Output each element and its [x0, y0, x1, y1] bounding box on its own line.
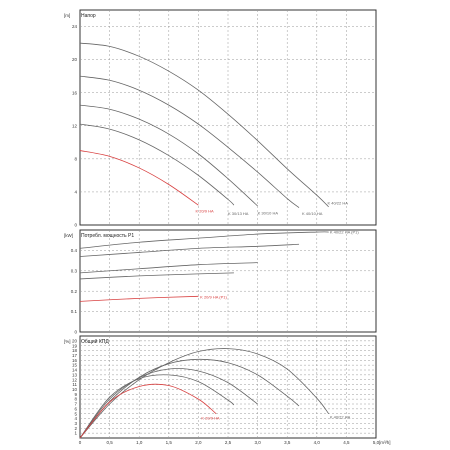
y-tick-label: 10 [72, 387, 78, 392]
series-line-4 [79, 123, 235, 206]
y-tick-label: 9 [74, 392, 77, 397]
series-label: K 20/9 HA [201, 416, 220, 421]
series-line-5 [79, 383, 217, 439]
y-tick-label: 20 [72, 57, 78, 62]
y-tick-label: 0.2 [71, 289, 78, 294]
y-tick-label: 0 [74, 330, 77, 335]
y-tick-label: 16 [72, 90, 78, 95]
chart-panel-1: 0 4 8 12 16 20 24 [m] Напор K 40/22 HA K 40/10 HA K… [64, 9, 377, 228]
series-line-3 [79, 104, 258, 207]
y-tick-label: 24 [72, 24, 78, 29]
y-tick-label: 15 [72, 363, 78, 368]
panel-title: Напор [81, 13, 96, 19]
series-line-4 [79, 374, 235, 439]
x-tick-label: 5,0 [373, 440, 380, 445]
series-label: K 40/22 HA [330, 415, 351, 420]
y-tick-label: 13 [72, 372, 78, 377]
x-tick-label: 1,0 [136, 440, 143, 445]
y-tick-label: 3 [74, 421, 77, 426]
y-tick-label: 20 [72, 338, 78, 343]
series-label: K 20/9 HA [195, 209, 214, 214]
chart-panel-2: 0 0.1 0.2 0.3 0.4 [kW] Потребл. мощность P1 K 4… [64, 229, 377, 335]
y-tick-label: 1 [74, 431, 77, 436]
y-tick-label: 14 [72, 368, 78, 373]
y-tick-label: 2 [74, 426, 77, 431]
series-line-4 [79, 272, 234, 280]
series-line-2 [79, 243, 300, 257]
y-tick-label: 7 [74, 402, 77, 407]
y-tick-label: 0.3 [71, 268, 78, 273]
series-line-1 [79, 348, 329, 439]
y-tick-label: 6 [74, 406, 77, 411]
x-tick-label: 2,5 [225, 440, 232, 445]
panel-title: Потребл. мощность P1 [81, 233, 134, 239]
y-unit-label: [%] [64, 339, 71, 344]
series-line-1 [79, 231, 329, 249]
series-line-3 [79, 262, 258, 274]
y-tick-label: 18 [72, 348, 78, 353]
y-tick-label: 4 [74, 416, 77, 421]
series-line-5 [79, 295, 199, 302]
series-label: K 30/10 HA [258, 210, 279, 215]
series-line-2 [79, 75, 300, 208]
y-tick-label: 4 [74, 190, 77, 195]
x-tick-label: 0,5 [106, 440, 113, 445]
series-line-2 [79, 358, 300, 439]
series-line-5 [79, 150, 199, 206]
y-tick-label: 8 [74, 397, 77, 402]
panel-title: Общий КПД [81, 338, 109, 345]
x-tick-label: 3,5 [284, 440, 291, 445]
y-tick-label: 12 [72, 377, 78, 382]
y-tick-label: 11 [72, 382, 77, 387]
y-tick-label: 17 [72, 353, 78, 358]
y-unit-label: [m] [64, 13, 70, 18]
y-tick-label: 12 [72, 123, 78, 128]
series-line-1 [79, 42, 329, 208]
x-tick-label: 2,0 [195, 440, 202, 445]
plot-frame [79, 229, 377, 333]
series-label: K 40/22 HA [327, 200, 348, 205]
y-unit-label: [kW] [64, 233, 73, 238]
x-tick-label: 1,5 [166, 440, 173, 445]
y-tick-label: 5 [74, 411, 77, 416]
y-tick-label: 8 [74, 156, 77, 161]
y-tick-label: 0 [74, 223, 77, 228]
y-tick-label: 16 [72, 358, 78, 363]
y-tick-label: 0.1 [71, 309, 78, 314]
plot-frame [79, 9, 377, 226]
x-tick-label: 4,5 [343, 440, 350, 445]
y-tick-label: 0.4 [71, 248, 78, 253]
series-label: K 40/10 HA [302, 211, 323, 216]
series-label: K 40/22 HA (P1) [330, 230, 360, 235]
series-label: K 20/9 HA (P1) [200, 294, 227, 299]
x-tick-label: 0 [79, 440, 82, 445]
series-line-3 [79, 368, 258, 439]
x-axis-label: [m³/h] [379, 440, 391, 445]
x-tick-label: 4,0 [314, 440, 321, 445]
y-tick-label: 19 [72, 343, 78, 348]
series-label: K 30/13 HA [228, 211, 249, 216]
x-tick-label: 3,0 [254, 440, 261, 445]
